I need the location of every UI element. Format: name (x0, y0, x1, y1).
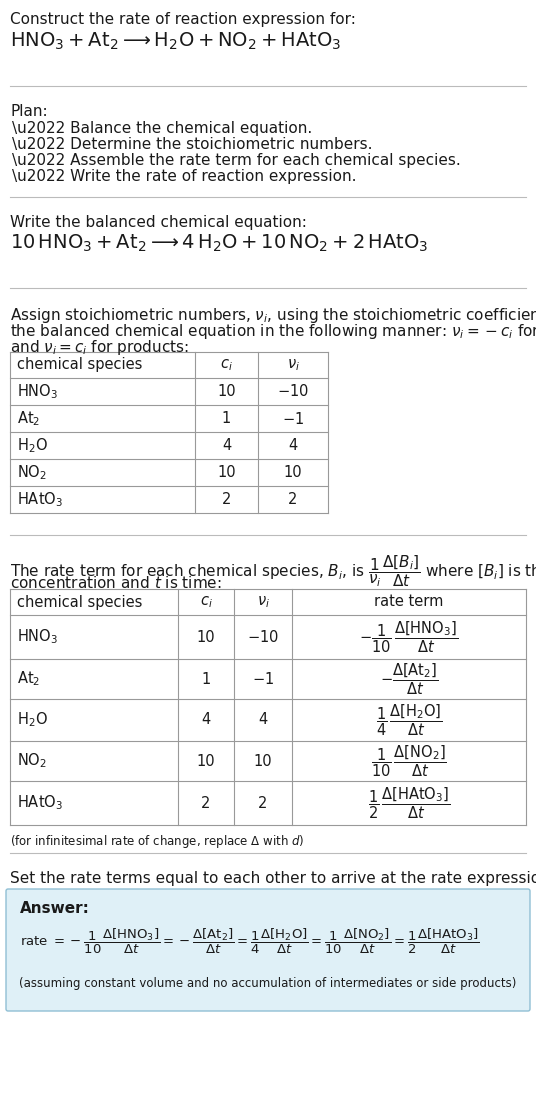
Text: $-10$: $-10$ (247, 629, 279, 645)
Text: $-1$: $-1$ (282, 410, 304, 427)
Text: 4: 4 (222, 438, 231, 453)
Text: $\mathrm{H_2O}$: $\mathrm{H_2O}$ (17, 437, 48, 455)
Text: Construct the rate of reaction expression for:: Construct the rate of reaction expressio… (10, 12, 356, 27)
Text: the balanced chemical equation in the following manner: $\nu_i = -c_i$ for react: the balanced chemical equation in the fo… (10, 322, 536, 341)
Text: 10: 10 (217, 384, 236, 399)
Text: chemical species: chemical species (17, 358, 143, 372)
Text: $\mathrm{HNO_3} + \mathrm{At_2} \longrightarrow \mathrm{H_2O} + \mathrm{NO_2} + : $\mathrm{HNO_3} + \mathrm{At_2} \longrig… (10, 31, 341, 53)
Text: $\mathrm{NO_2}$: $\mathrm{NO_2}$ (17, 463, 47, 481)
Text: concentration and $t$ is time:: concentration and $t$ is time: (10, 575, 222, 591)
Text: 1: 1 (222, 411, 231, 426)
Text: Answer:: Answer: (20, 901, 90, 916)
Text: 4: 4 (258, 712, 267, 728)
Text: rate term: rate term (374, 594, 444, 609)
Text: $c_i$: $c_i$ (220, 357, 233, 373)
Text: Write the balanced chemical equation:: Write the balanced chemical equation: (10, 216, 307, 230)
Text: 2: 2 (288, 492, 297, 507)
Text: 2: 2 (222, 492, 231, 507)
Text: (for infinitesimal rate of change, replace $\Delta$ with $d$): (for infinitesimal rate of change, repla… (10, 833, 304, 850)
Text: 4: 4 (288, 438, 297, 453)
Text: $-10$: $-10$ (277, 384, 309, 399)
Text: \u2022 Balance the chemical equation.: \u2022 Balance the chemical equation. (12, 121, 312, 136)
Text: and $\nu_i = c_i$ for products:: and $\nu_i = c_i$ for products: (10, 338, 189, 357)
Text: \u2022 Assemble the rate term for each chemical species.: \u2022 Assemble the rate term for each c… (12, 153, 461, 168)
Text: $\mathrm{NO_2}$: $\mathrm{NO_2}$ (17, 752, 47, 770)
Text: $10\,\mathrm{HNO_3} + \mathrm{At_2} \longrightarrow 4\,\mathrm{H_2O} + 10\,\math: $10\,\mathrm{HNO_3} + \mathrm{At_2} \lon… (10, 233, 428, 254)
Text: Set the rate terms equal to each other to arrive at the rate expression:: Set the rate terms equal to each other t… (10, 871, 536, 886)
Text: chemical species: chemical species (17, 594, 143, 609)
Text: $\mathrm{HNO_3}$: $\mathrm{HNO_3}$ (17, 382, 58, 400)
Text: 1: 1 (202, 672, 211, 687)
Text: 10: 10 (284, 465, 302, 480)
Text: $\mathrm{At_2}$: $\mathrm{At_2}$ (17, 670, 40, 688)
Text: The rate term for each chemical species, $B_i$, is $\dfrac{1}{\nu_i}\dfrac{\Delt: The rate term for each chemical species,… (10, 552, 536, 589)
Text: $-1$: $-1$ (252, 671, 274, 687)
Text: rate $= -\dfrac{1}{10}\dfrac{\Delta[\mathrm{HNO_3}]}{\Delta t} = -\dfrac{\Delta[: rate $= -\dfrac{1}{10}\dfrac{\Delta[\mat… (20, 927, 480, 956)
Text: 10: 10 (217, 465, 236, 480)
Text: $\mathrm{HAtO_3}$: $\mathrm{HAtO_3}$ (17, 490, 63, 509)
Text: $\mathrm{At_2}$: $\mathrm{At_2}$ (17, 409, 40, 428)
Text: $c_i$: $c_i$ (199, 594, 212, 609)
Text: 10: 10 (197, 754, 215, 768)
Text: \u2022 Write the rate of reaction expression.: \u2022 Write the rate of reaction expres… (12, 168, 356, 184)
Text: $\mathrm{HNO_3}$: $\mathrm{HNO_3}$ (17, 628, 58, 647)
Text: $\mathrm{H_2O}$: $\mathrm{H_2O}$ (17, 711, 48, 730)
Text: 10: 10 (254, 754, 272, 768)
Text: $\dfrac{1}{2}\,\dfrac{\Delta[\mathrm{HAtO_3}]}{\Delta t}$: $\dfrac{1}{2}\,\dfrac{\Delta[\mathrm{HAt… (368, 785, 450, 820)
Text: $\dfrac{1}{10}\,\dfrac{\Delta[\mathrm{NO_2}]}{\Delta t}$: $\dfrac{1}{10}\,\dfrac{\Delta[\mathrm{NO… (371, 743, 447, 779)
Text: 4: 4 (202, 712, 211, 728)
Text: $\nu_i$: $\nu_i$ (257, 594, 270, 609)
Text: 10: 10 (197, 629, 215, 644)
Text: (assuming constant volume and no accumulation of intermediates or side products): (assuming constant volume and no accumul… (19, 977, 517, 990)
Text: $\mathrm{HAtO_3}$: $\mathrm{HAtO_3}$ (17, 793, 63, 813)
Text: $\dfrac{1}{4}\,\dfrac{\Delta[\mathrm{H_2O}]}{\Delta t}$: $\dfrac{1}{4}\,\dfrac{\Delta[\mathrm{H_2… (376, 702, 442, 737)
Text: \u2022 Determine the stoichiometric numbers.: \u2022 Determine the stoichiometric numb… (12, 137, 373, 152)
Text: $-\dfrac{1}{10}\,\dfrac{\Delta[\mathrm{HNO_3}]}{\Delta t}$: $-\dfrac{1}{10}\,\dfrac{\Delta[\mathrm{H… (360, 619, 458, 655)
Text: Assign stoichiometric numbers, $\nu_i$, using the stoichiometric coefficients, $: Assign stoichiometric numbers, $\nu_i$, … (10, 306, 536, 325)
Text: $-\dfrac{\Delta[\mathrm{At_2}]}{\Delta t}$: $-\dfrac{\Delta[\mathrm{At_2}]}{\Delta t… (379, 661, 438, 697)
Text: 2: 2 (258, 795, 267, 811)
Text: Plan:: Plan: (10, 104, 48, 119)
Text: $\nu_i$: $\nu_i$ (287, 357, 300, 373)
Text: 2: 2 (202, 795, 211, 811)
FancyBboxPatch shape (6, 889, 530, 1011)
